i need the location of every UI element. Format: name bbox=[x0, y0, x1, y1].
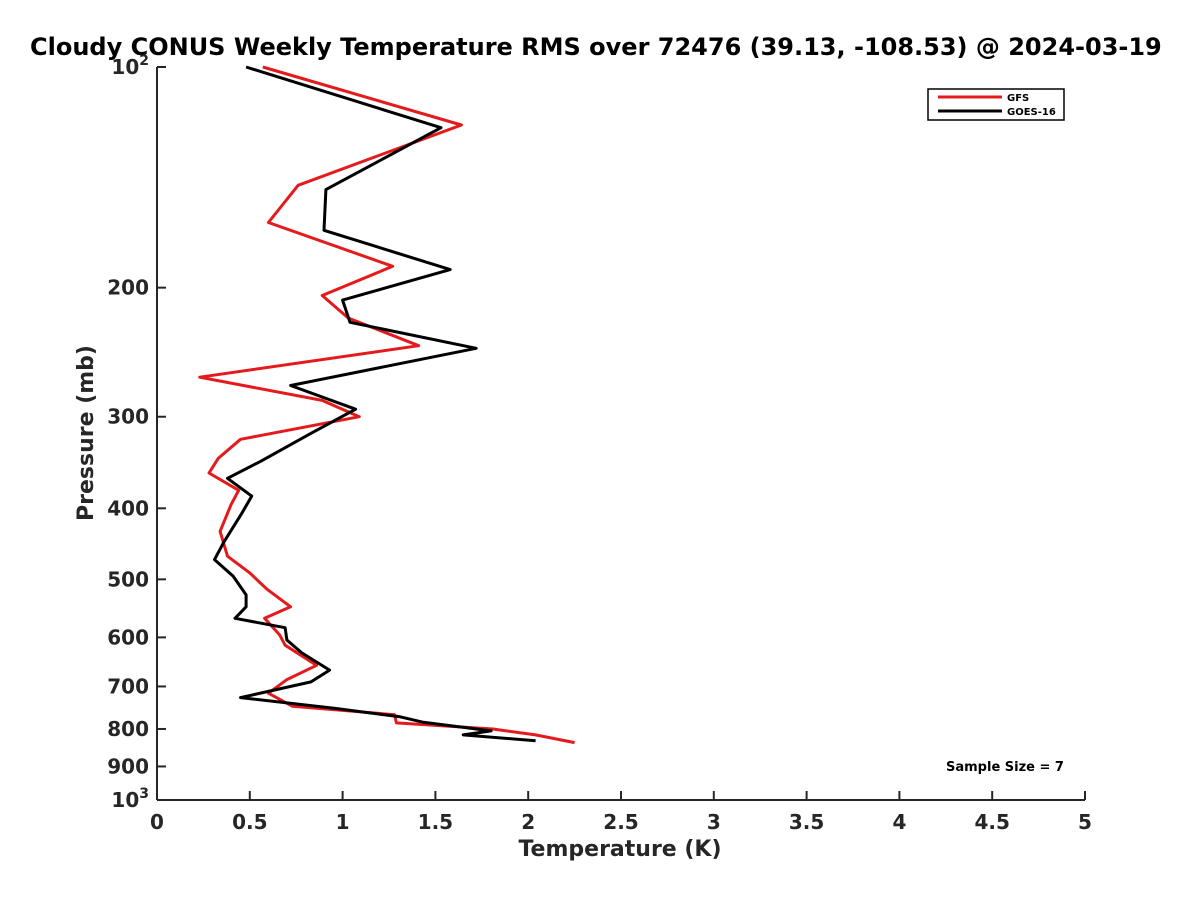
y-tick-label: 102 bbox=[111, 53, 149, 79]
x-tick-label: 2.5 bbox=[603, 810, 638, 834]
x-tick-label: 0 bbox=[150, 810, 164, 834]
legend-box bbox=[927, 88, 1065, 121]
y-tick-label: 700 bbox=[107, 674, 149, 698]
x-axis-label: Temperature (K) bbox=[518, 837, 721, 862]
x-tick-label: 2 bbox=[521, 810, 535, 834]
y-tick-label: 500 bbox=[107, 567, 149, 591]
legend-label-goes16: GOES-16 bbox=[1007, 107, 1056, 118]
x-tick-label: 1.5 bbox=[418, 810, 453, 834]
chart-title: Cloudy CONUS Weekly Temperature RMS over… bbox=[30, 33, 1162, 61]
x-tick-label: 3 bbox=[707, 810, 721, 834]
x-tick-label: 4 bbox=[892, 810, 906, 834]
y-tick-label: 200 bbox=[107, 276, 149, 300]
x-tick-label: 1 bbox=[336, 810, 350, 834]
y-tick-label: 900 bbox=[107, 754, 149, 778]
legend: GFS GOES-16 bbox=[927, 88, 1065, 121]
x-tick-label: 5 bbox=[1078, 810, 1092, 834]
series-layer bbox=[198, 65, 575, 745]
sample-size-annotation: Sample Size = 7 bbox=[946, 760, 1064, 775]
x-tick-label: 3.5 bbox=[789, 810, 824, 834]
x-tick-label: 4.5 bbox=[974, 810, 1009, 834]
legend-label-gfs: GFS bbox=[1007, 93, 1029, 104]
x-tick-label: 0.5 bbox=[232, 810, 267, 834]
series-line-gfs bbox=[198, 65, 575, 745]
y-tick-label: 300 bbox=[107, 405, 149, 429]
y-tick-label: 103 bbox=[111, 786, 149, 812]
axes: 0 0.5 1 1.5 2 2.5 3 3.5 4 4.5 5 102 200 300 400 500 600 7… bbox=[107, 53, 1092, 834]
y-tick-label: 400 bbox=[107, 496, 149, 520]
y-axis-label: Pressure (mb) bbox=[74, 345, 99, 521]
y-tick-label: 600 bbox=[107, 625, 149, 649]
series-line-goes16 bbox=[213, 65, 536, 743]
y-tick-label: 800 bbox=[107, 717, 149, 741]
